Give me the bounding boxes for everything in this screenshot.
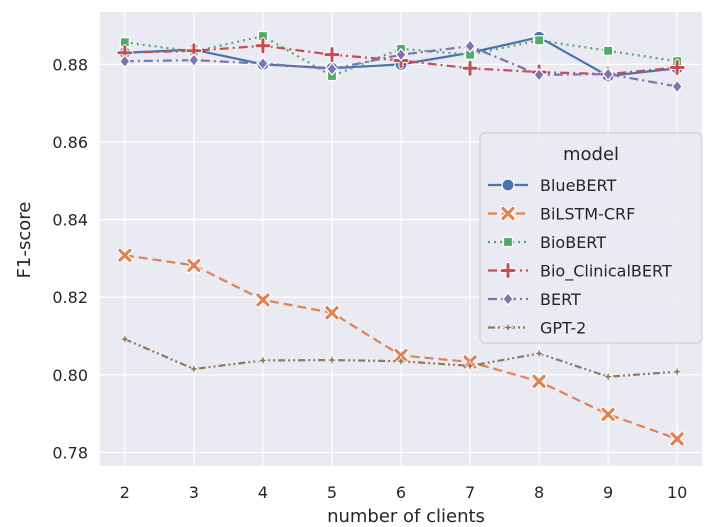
legend-marker — [501, 178, 515, 192]
y-tick-label: 0.82 — [52, 288, 88, 307]
x-tick-label: 6 — [396, 483, 406, 502]
data-point — [533, 67, 545, 82]
legend-title: model — [563, 144, 619, 165]
legend-items: BlueBERT BiLSTM-CRF BioBERT Bio_ClinicalBER… — [488, 176, 672, 338]
x-tick-label: 10 — [667, 483, 687, 502]
legend-item: GPT-2 — [488, 319, 586, 338]
tick-labels: 2 3 4 5 6 7 8 9 10 0.78 0.80 0.82 0.84 0.86 0.88 — [52, 55, 687, 502]
legend-box — [479, 132, 703, 344]
data-point — [600, 406, 616, 423]
data-point — [326, 354, 338, 366]
data-point — [464, 359, 476, 372]
legend-label: BiLSTM-CRF — [540, 205, 635, 224]
legend-item: BERT — [488, 290, 581, 309]
data-point — [533, 35, 545, 46]
data-point — [395, 47, 407, 62]
legend-label: BlueBERT — [540, 176, 616, 195]
x-axis-label: number of clients — [327, 506, 485, 527]
legend-label: BERT — [540, 290, 581, 309]
data-point — [461, 59, 479, 77]
data-point — [603, 45, 614, 56]
legend-item: BiLSTM-CRF — [488, 205, 635, 224]
data-point — [188, 53, 200, 68]
data-point — [117, 247, 133, 264]
data-point — [255, 292, 271, 308]
data-point — [257, 56, 269, 71]
x-tick-label: 7 — [465, 483, 475, 502]
data-point — [602, 67, 614, 82]
legend-label: GPT-2 — [540, 319, 586, 338]
legend-marker — [502, 321, 514, 334]
data-point — [671, 365, 684, 378]
legend-item: BlueBERT — [488, 176, 616, 195]
data-point — [324, 304, 340, 321]
data-point — [323, 46, 341, 64]
legend-marker — [502, 236, 514, 248]
x-tick-label: 5 — [327, 483, 337, 502]
data-point — [254, 37, 272, 55]
data-point — [669, 431, 685, 447]
legend: model BlueBERT BiLSTM-CRF BioBERT Bio_Clini… — [479, 132, 703, 344]
data-point — [671, 79, 683, 94]
y-tick-label: 0.78 — [52, 443, 88, 462]
legend-marker — [502, 292, 514, 306]
data-point — [395, 355, 407, 368]
x-tick-label: 2 — [120, 483, 130, 502]
y-tick-label: 0.80 — [52, 366, 88, 385]
x-tick-label: 9 — [603, 483, 613, 502]
x-tick-label: 8 — [534, 483, 544, 502]
series-gpt-2 — [118, 333, 684, 383]
legend-marker — [499, 262, 517, 279]
data-point — [531, 373, 547, 390]
data-point — [602, 370, 615, 383]
data-point — [118, 333, 131, 346]
legend-label: Bio_ClinicalBERT — [540, 262, 672, 282]
y-axis-label: F1-score — [14, 202, 35, 279]
legend-item: Bio_ClinicalBERT — [488, 262, 672, 282]
series-line — [124, 44, 678, 76]
legend-item: BioBERT — [488, 233, 606, 252]
y-tick-label: 0.86 — [52, 133, 88, 152]
legend-label: BioBERT — [540, 233, 606, 252]
series-layer — [116, 30, 686, 447]
data-point — [464, 39, 476, 54]
data-point — [533, 347, 545, 360]
series-bert — [119, 39, 683, 94]
data-point — [119, 54, 131, 69]
x-tick-label: 3 — [189, 483, 199, 502]
data-point — [187, 363, 200, 375]
legend-marker — [500, 205, 516, 222]
x-tick-label: 4 — [258, 483, 268, 502]
data-point — [326, 62, 338, 76]
data-point — [668, 58, 686, 76]
data-point — [186, 257, 202, 274]
y-tick-label: 0.88 — [52, 55, 88, 74]
data-point — [257, 354, 269, 367]
y-tick-label: 0.84 — [52, 211, 88, 230]
